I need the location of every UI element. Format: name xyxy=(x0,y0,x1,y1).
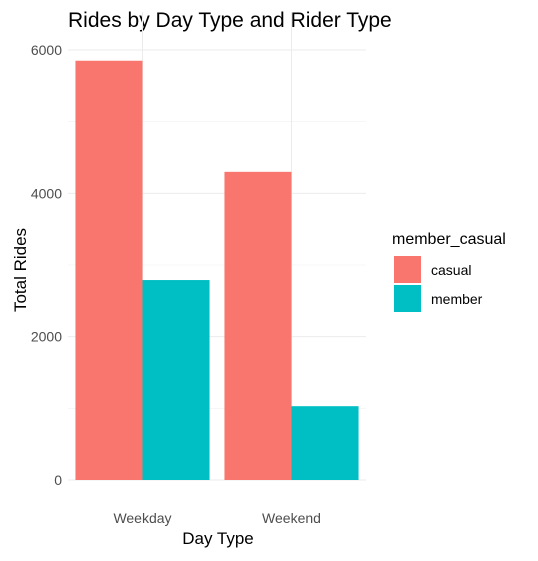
y-tick-label: 0 xyxy=(54,472,62,488)
legend-swatch-casual xyxy=(394,256,421,283)
y-tick-label: 2000 xyxy=(31,329,62,345)
legend-title: member_casual xyxy=(392,231,506,248)
x-axis-ticks: Weekday Weekend xyxy=(113,510,321,526)
x-axis-label: Day Type xyxy=(182,529,254,548)
y-tick-label: 6000 xyxy=(31,42,62,58)
bar-casual-weekday xyxy=(75,60,143,480)
x-tick-label: Weekend xyxy=(262,510,321,526)
y-axis-ticks: 0 2000 4000 6000 xyxy=(31,42,62,488)
y-axis-label: Total Rides xyxy=(11,228,30,312)
y-tick-label: 4000 xyxy=(31,185,62,201)
x-tick-label: Weekday xyxy=(113,510,171,526)
legend-swatch-member xyxy=(394,285,421,312)
chart-title: Rides by Day Type and Rider Type xyxy=(68,9,392,32)
legend-label-member: member xyxy=(431,291,483,307)
bar-member-weekend xyxy=(291,406,359,480)
bar-member-weekday xyxy=(142,280,210,480)
bar-casual-weekend xyxy=(224,171,292,481)
legend: member_casual casual member xyxy=(392,231,506,312)
bars xyxy=(75,60,359,481)
legend-label-casual: casual xyxy=(431,262,471,278)
